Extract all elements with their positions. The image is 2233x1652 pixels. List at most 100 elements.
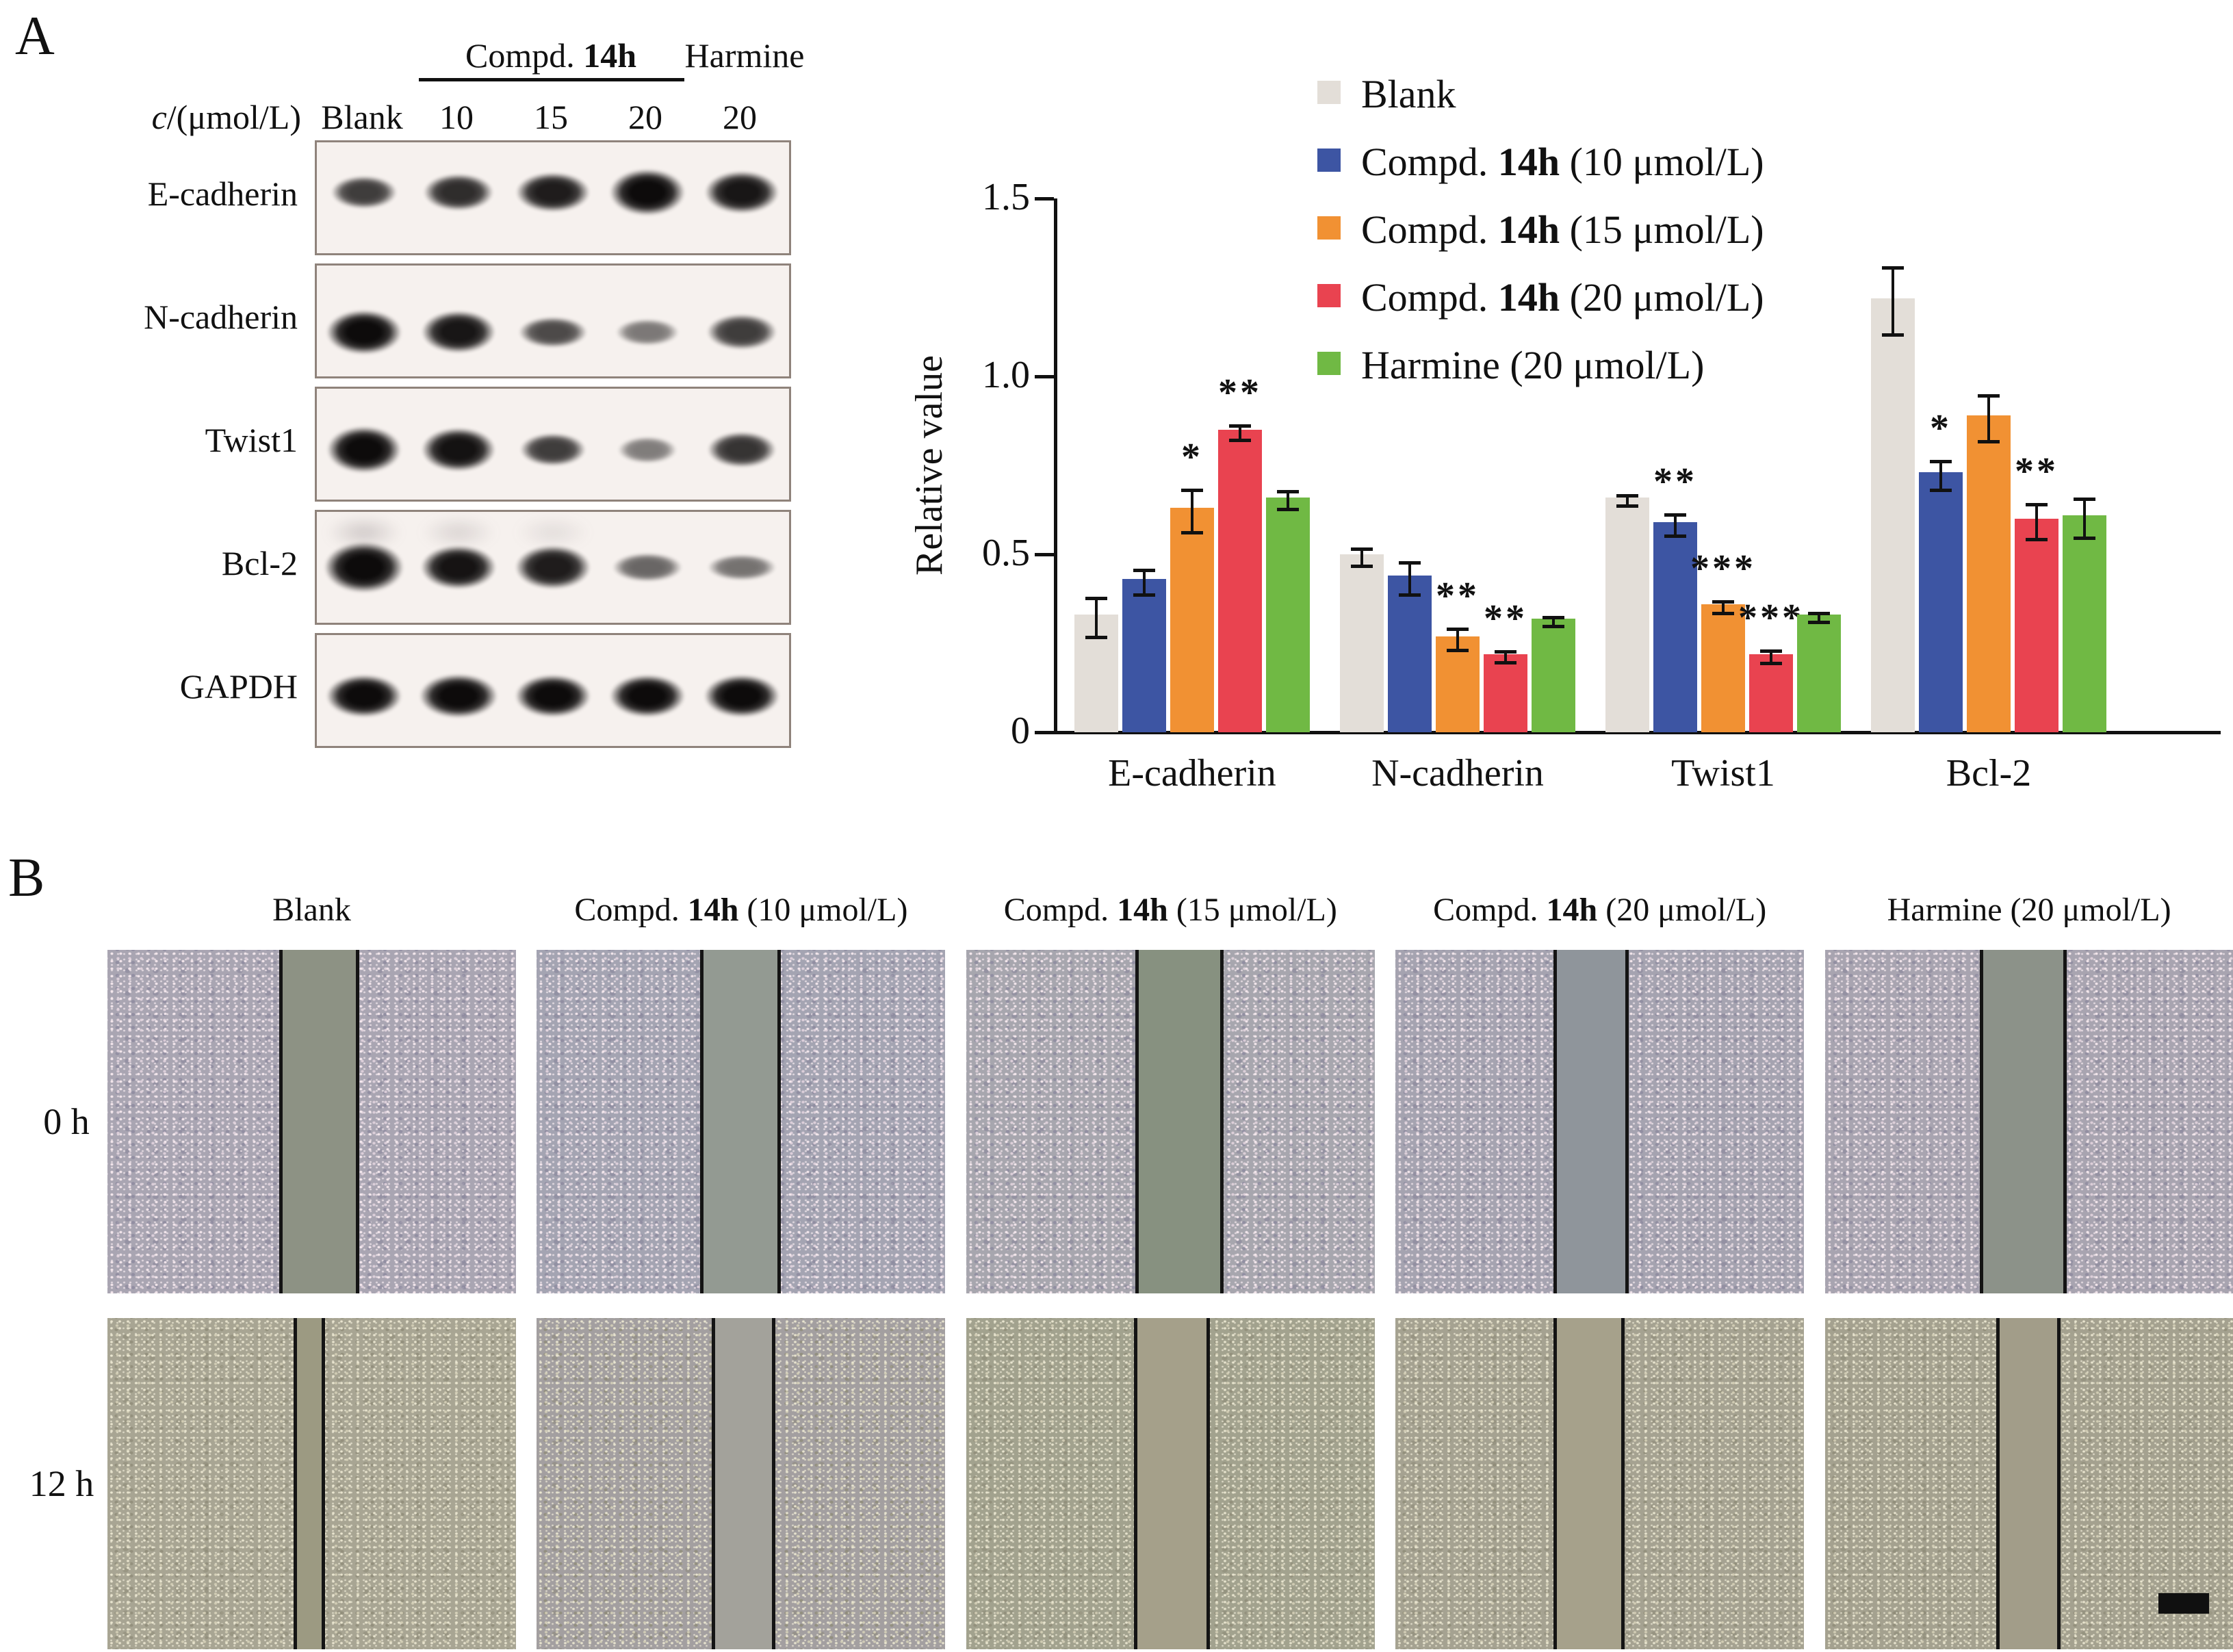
blot-lane-label: 15 bbox=[534, 98, 568, 136]
error-bar bbox=[1277, 490, 1299, 512]
category-label-twist1: Twist1 bbox=[1671, 752, 1775, 795]
category-label-bcl-2: Bcl-2 bbox=[1946, 752, 2032, 795]
blot-band bbox=[704, 675, 780, 717]
sig-stars: ** bbox=[1484, 597, 1527, 641]
blot-band bbox=[324, 541, 404, 593]
scale-bar bbox=[2158, 1593, 2209, 1614]
error-bar bbox=[1133, 568, 1155, 597]
micro-image-row_0h-5 bbox=[1824, 950, 2233, 1293]
sig-stars: * bbox=[1181, 435, 1203, 478]
panel-b-label: B bbox=[8, 848, 45, 908]
error-bar-line bbox=[1504, 654, 1507, 661]
blot-band bbox=[609, 675, 686, 717]
micro-image-row_0h-2 bbox=[537, 950, 946, 1293]
blot-row-label-n-cadherin: N-cadherin bbox=[144, 298, 298, 336]
blot-band bbox=[612, 552, 683, 582]
micro-image-row_12h-2 bbox=[537, 1318, 946, 1649]
error-bar-line bbox=[1360, 550, 1363, 565]
row-label-12h: 12 h bbox=[29, 1463, 94, 1504]
blot-box-n-cadherin bbox=[315, 263, 791, 378]
blot-band bbox=[708, 432, 776, 467]
blot-band bbox=[326, 675, 402, 717]
error-bar-line bbox=[1892, 269, 1894, 334]
blot-row-label-twist1: Twist1 bbox=[205, 421, 298, 459]
wound-gap bbox=[294, 1318, 326, 1649]
blot-band bbox=[616, 318, 679, 346]
column-label-4: Compd. 14h (20 μmol/L) bbox=[1433, 892, 1767, 928]
error-bar bbox=[1664, 513, 1686, 539]
error-bar bbox=[1181, 488, 1203, 534]
sig-stars: * bbox=[1930, 407, 1952, 450]
micro-image-row_0h-1 bbox=[107, 950, 516, 1293]
blot-box-gapdh bbox=[315, 633, 791, 748]
legend-label: Compd. 14h (20 μmol/L) bbox=[1361, 275, 1764, 320]
sig-stars: ** bbox=[1218, 372, 1262, 415]
micro-image-row_0h-4 bbox=[1395, 950, 1805, 1293]
y-axis-tick bbox=[1035, 197, 1054, 201]
blot-band bbox=[519, 433, 586, 467]
error-bar-line bbox=[1408, 565, 1411, 593]
wound-gap bbox=[1553, 950, 1629, 1293]
blot-band bbox=[420, 545, 497, 590]
error-bar-line bbox=[1143, 571, 1146, 593]
bar-e-cadherin-4 bbox=[1218, 430, 1262, 732]
legend-item: Compd. 14h (10 μmol/L) bbox=[1317, 142, 1933, 183]
bar-bcl-2-4 bbox=[2015, 519, 2058, 732]
error-bar-line bbox=[1818, 615, 1820, 621]
error-bar bbox=[1978, 394, 2000, 444]
legend-label: Blank bbox=[1361, 72, 1456, 116]
error-bar-line bbox=[1674, 517, 1677, 535]
error-bar-line bbox=[1939, 463, 1942, 489]
blot-conc-label: c/(μmol/L) bbox=[151, 98, 301, 136]
error-bar-line bbox=[1626, 497, 1629, 504]
blot-smudge bbox=[326, 516, 402, 549]
error-bar bbox=[1930, 460, 1952, 492]
error-bar bbox=[2074, 497, 2095, 540]
blot-band bbox=[705, 171, 779, 214]
error-bar-line bbox=[1239, 428, 1241, 439]
error-bar-line bbox=[1191, 491, 1193, 531]
micro-image-row_12h-3 bbox=[966, 1318, 1375, 1649]
error-bar bbox=[1543, 615, 1564, 628]
wound-gap bbox=[1553, 1318, 1625, 1649]
blot-smudge bbox=[515, 516, 591, 549]
blot-band bbox=[423, 174, 494, 211]
bar-n-cadherin-5 bbox=[1532, 618, 1575, 732]
bar-bcl-2-1 bbox=[1871, 298, 1915, 732]
error-bar-line bbox=[2083, 500, 2086, 537]
blot-lane-label: Blank bbox=[321, 98, 403, 136]
category-label-e-cadherin: E-cadherin bbox=[1108, 752, 1276, 795]
column-label-1: Blank bbox=[272, 892, 351, 928]
column-label-2: Compd. 14h (10 μmol/L) bbox=[574, 892, 908, 928]
y-tick-label: 0 bbox=[1011, 710, 1030, 752]
legend-item: Blank bbox=[1317, 74, 1933, 115]
bar-bcl-2-3 bbox=[1967, 415, 2011, 732]
blot-header-underline bbox=[419, 78, 684, 81]
y-axis-title: Relative value bbox=[908, 355, 951, 576]
bar-twist1-5 bbox=[1797, 615, 1841, 732]
y-tick-label: 1.5 bbox=[982, 176, 1030, 218]
legend-item: Compd. 14h (20 μmol/L) bbox=[1317, 277, 1933, 318]
blot-header-compound: Compd. 14h bbox=[465, 36, 637, 75]
legend-swatch bbox=[1317, 352, 1341, 375]
blot-band bbox=[422, 427, 495, 472]
bar-e-cadherin-5 bbox=[1266, 497, 1310, 732]
bar-bcl-2-2 bbox=[1919, 472, 1963, 732]
blot-box-bcl-2 bbox=[315, 510, 791, 625]
error-bar-line bbox=[1987, 398, 1990, 441]
blot-lane-label: 10 bbox=[439, 98, 474, 136]
column-label-3: Compd. 14h (15 μmol/L) bbox=[1003, 892, 1337, 928]
bar-twist1-1 bbox=[1605, 497, 1649, 732]
y-axis-tick bbox=[1035, 731, 1054, 734]
error-bar bbox=[1882, 266, 1904, 337]
y-tick-label: 0.5 bbox=[982, 532, 1030, 574]
wound-gap bbox=[1133, 1318, 1211, 1649]
wound-gap bbox=[711, 1318, 776, 1649]
error-bar bbox=[1495, 650, 1516, 664]
blot-band bbox=[708, 554, 776, 581]
bar-n-cadherin-4 bbox=[1484, 654, 1527, 732]
bar-n-cadherin-2 bbox=[1388, 576, 1432, 732]
blot-band bbox=[327, 426, 401, 474]
error-bar-line bbox=[2035, 506, 2038, 539]
blot-lane-label: 20 bbox=[723, 98, 757, 136]
